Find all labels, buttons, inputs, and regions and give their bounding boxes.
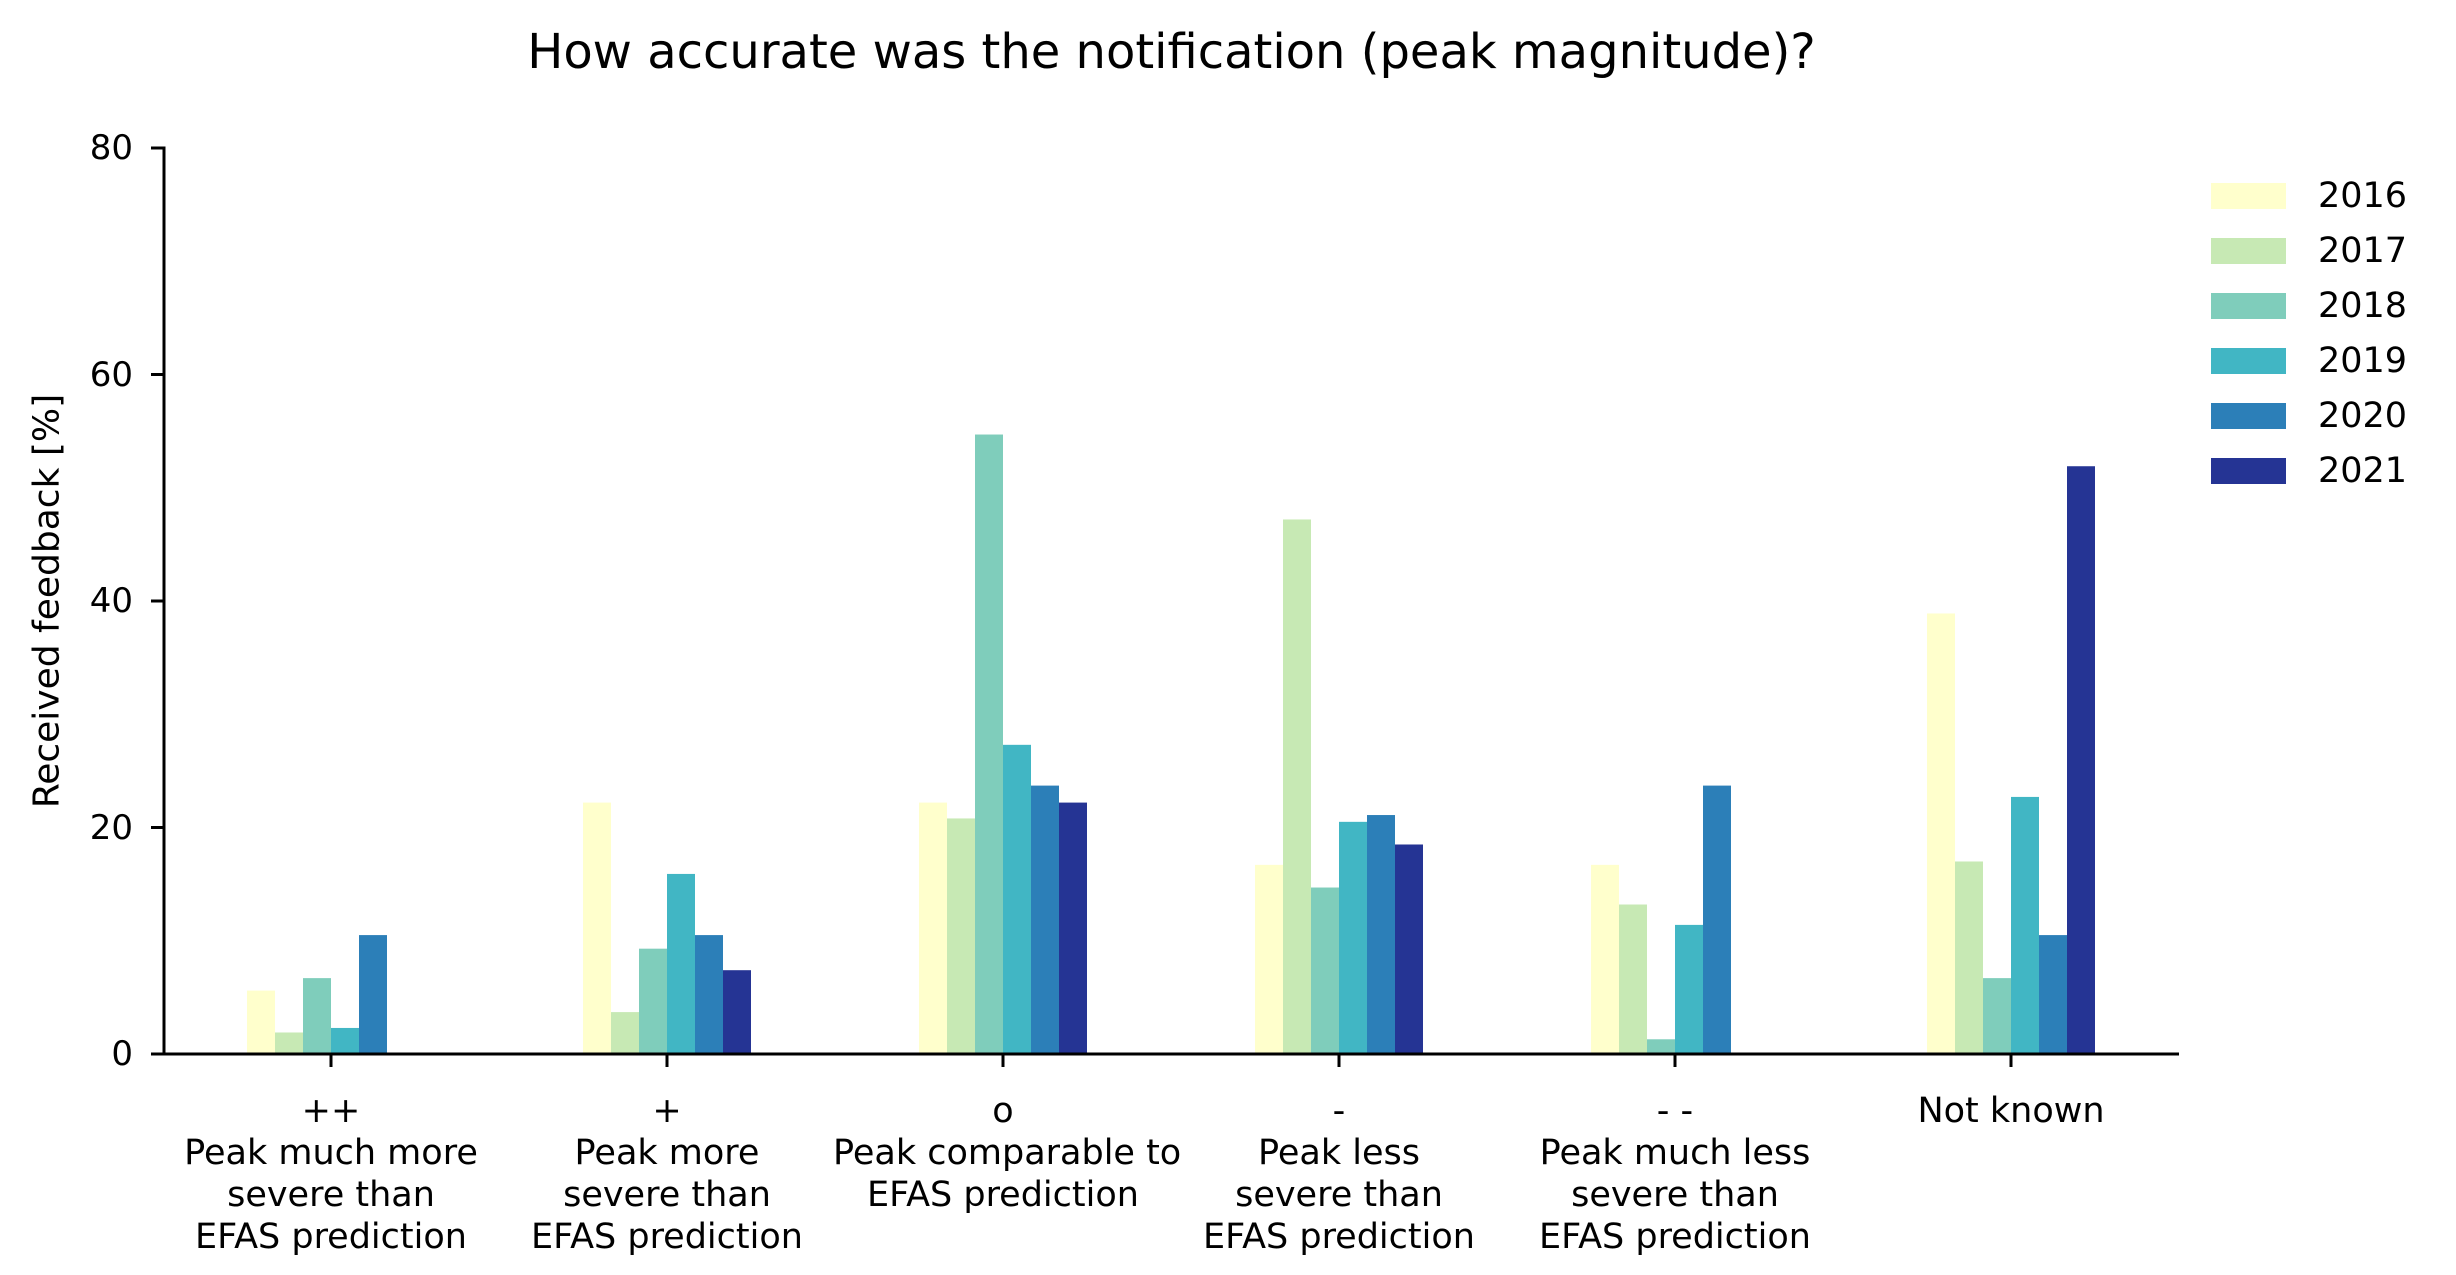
legend-label: 2017: [2318, 231, 2408, 271]
legend-swatch: [2211, 348, 2286, 374]
bar-2019-cat-3: [1339, 821, 1367, 1054]
legend-swatch: [2211, 403, 2286, 429]
bar-2018-cat-5: [1983, 978, 2011, 1054]
y-tick-label: 60: [89, 354, 133, 395]
bar-2018-cat-2: [975, 434, 1003, 1055]
legend-swatch: [2211, 458, 2286, 484]
bar-2019-cat-1: [667, 873, 695, 1054]
axes: [151, 146, 2179, 1067]
x-tick-label: o Peak comparable to EFAS prediction: [833, 1091, 1182, 1215]
bar-2021-cat-2: [1059, 802, 1087, 1054]
bar-2017-cat-2: [947, 818, 975, 1054]
y-tick-label: 80: [89, 128, 133, 168]
bar-2020-cat-0: [359, 935, 387, 1054]
legend-label: 2021: [2318, 451, 2408, 491]
bar-2017-cat-3: [1283, 519, 1311, 1054]
legend-label: 2016: [2318, 176, 2408, 216]
bar-2021-cat-3: [1395, 844, 1423, 1054]
bar-2021-cat-1: [723, 970, 751, 1054]
bar-2020-cat-2: [1031, 785, 1059, 1054]
x-tick-label: + Peak more severe than EFAS prediction: [531, 1091, 803, 1257]
bar-2016-cat-3: [1255, 864, 1283, 1054]
bar-2016-cat-2: [919, 802, 947, 1054]
bar-2018-cat-4: [1647, 1039, 1675, 1054]
bar-2017-cat-0: [275, 1032, 303, 1054]
legend-label: 2020: [2318, 396, 2408, 436]
legend-label: 2018: [2318, 286, 2408, 326]
bar-2019-cat-4: [1675, 924, 1703, 1054]
x-tick-label: Not known: [1917, 1091, 2105, 1131]
x-tick-label: - Peak less severe than EFAS prediction: [1203, 1091, 1475, 1257]
y-tick-label: 40: [89, 581, 133, 621]
x-tick-label: ++ Peak much more severe than EFAS predicti…: [184, 1091, 478, 1257]
bar-2016-cat-1: [583, 802, 611, 1054]
bar-2018-cat-1: [639, 948, 667, 1054]
bar-2019-cat-2: [1003, 744, 1031, 1054]
bar-2018-cat-0: [303, 978, 331, 1054]
bar-2020-cat-5: [2039, 935, 2067, 1054]
bar-2017-cat-4: [1619, 904, 1647, 1054]
bar-2018-cat-3: [1311, 887, 1339, 1054]
bar-2019-cat-0: [331, 1027, 359, 1054]
legend-swatch: [2211, 293, 2286, 319]
chart-title: How accurate was the notification (peak …: [527, 24, 1816, 80]
x-tick-label: - - Peak much less severe than EFAS predict…: [1539, 1091, 1811, 1257]
bar-2017-cat-1: [611, 1012, 639, 1054]
bar-2020-cat-4: [1703, 785, 1731, 1054]
bar-2020-cat-3: [1367, 815, 1395, 1054]
legend-swatch: [2211, 183, 2286, 209]
bar-2016-cat-5: [1927, 613, 1955, 1054]
bar-2016-cat-4: [1591, 864, 1619, 1054]
bars-group: [247, 434, 2095, 1055]
bar-2017-cat-5: [1955, 861, 1983, 1054]
bar-2021-cat-5: [2067, 466, 2095, 1054]
y-tick-label: 20: [89, 807, 133, 848]
bar-2020-cat-1: [695, 935, 723, 1054]
y-tick-label: 0: [111, 1034, 133, 1074]
bar-2016-cat-0: [247, 990, 275, 1054]
legend-swatch: [2211, 238, 2286, 264]
bar-2019-cat-5: [2011, 796, 2039, 1054]
legend-label: 2019: [2318, 341, 2408, 381]
